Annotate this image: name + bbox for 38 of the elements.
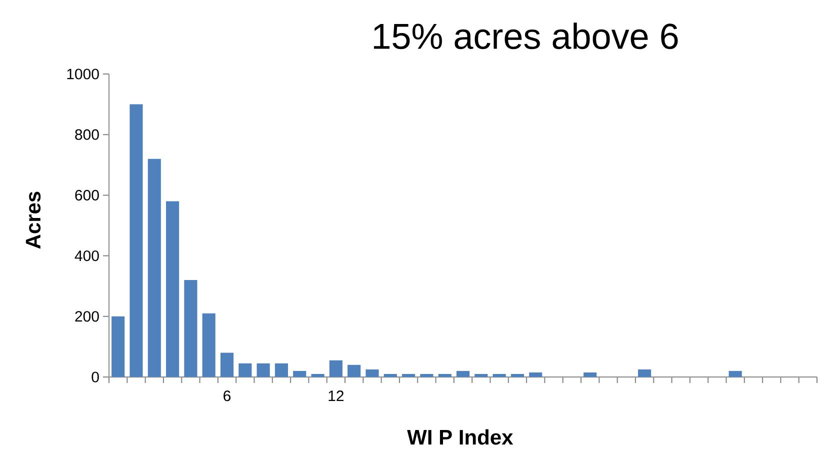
x-tick-label: 6 (224, 390, 231, 402)
bar (220, 352, 234, 377)
bar (529, 372, 542, 377)
bar (112, 316, 125, 377)
chart-title: 15% acres above 6 (374, 22, 678, 50)
bar (420, 374, 434, 377)
bar (456, 370, 470, 377)
bar (329, 360, 342, 377)
bar (384, 374, 397, 377)
bar (510, 374, 524, 377)
bar (293, 370, 306, 377)
bar (256, 363, 270, 377)
bar (202, 313, 216, 377)
y-axis-title: Acres (26, 192, 41, 249)
bar (184, 280, 198, 377)
bar (130, 104, 143, 377)
bar (492, 374, 506, 377)
x-tick-label: 12 (328, 390, 344, 401)
bar (274, 363, 288, 377)
bar (348, 364, 361, 377)
x-axis-title: WI P Index (407, 429, 514, 445)
bar (728, 370, 742, 377)
bar (311, 374, 324, 377)
bar (238, 363, 252, 377)
bar (166, 201, 180, 377)
y-tick-label: 800 (75, 129, 99, 140)
y-tick-label: 400 (74, 250, 99, 262)
bar (438, 374, 452, 377)
y-tick-label: 600 (75, 190, 99, 200)
bar (638, 369, 652, 377)
y-tick-label: 1000 (67, 68, 99, 80)
bar (366, 369, 379, 377)
bar (148, 158, 161, 377)
bar (474, 374, 488, 377)
bar (402, 374, 416, 377)
y-tick-label: 0 (92, 372, 99, 382)
bar (584, 372, 597, 377)
y-tick-label: 200 (75, 311, 99, 322)
